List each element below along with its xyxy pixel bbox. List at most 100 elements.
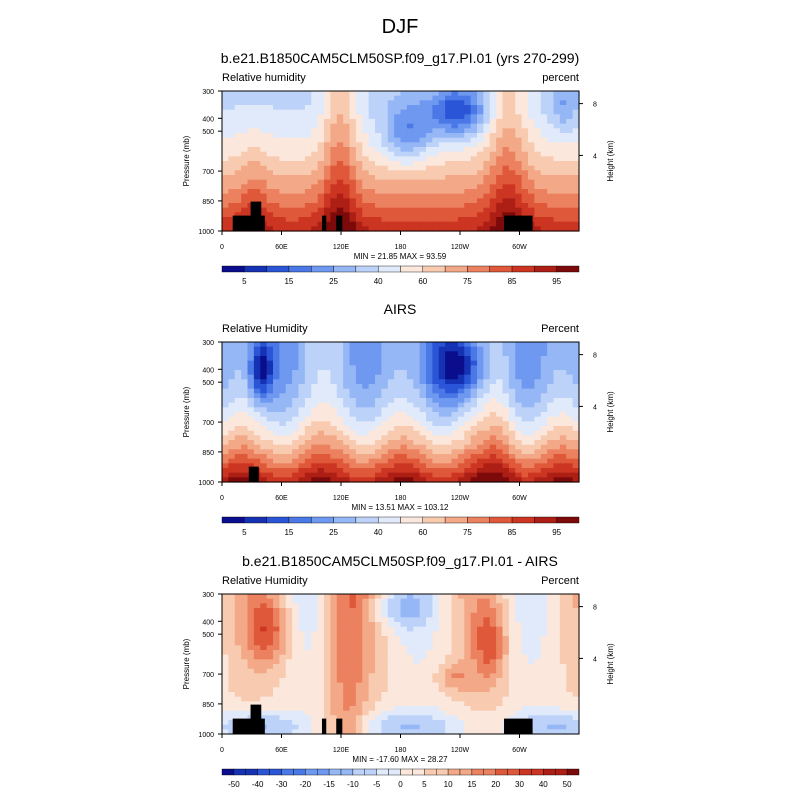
field-cell: [222, 426, 229, 431]
field-cell: [407, 105, 414, 110]
field-cell: [330, 673, 337, 678]
field-cell: [254, 426, 261, 431]
field-cell: [286, 449, 293, 454]
field-cell: [337, 594, 344, 599]
field-cell: [477, 152, 484, 157]
field-cell: [241, 398, 248, 403]
field-cell: [241, 473, 248, 478]
field-cell: [515, 650, 522, 655]
field-cell: [375, 706, 382, 711]
field-cell: [477, 617, 484, 622]
field-cell: [534, 473, 541, 478]
field-cell: [432, 669, 439, 674]
field-cell: [490, 445, 497, 450]
field-cell: [509, 697, 516, 702]
field-cell: [343, 175, 350, 180]
field-cell: [318, 655, 325, 660]
field-cell: [445, 603, 452, 608]
field-cell: [311, 459, 318, 464]
field-cell: [401, 347, 408, 352]
field-cell: [235, 407, 242, 412]
field-cell: [369, 445, 376, 450]
field-cell: [394, 468, 401, 473]
field-cell: [337, 100, 344, 105]
field-cell: [286, 347, 293, 352]
field-cell: [254, 393, 261, 398]
field-cell: [286, 166, 293, 171]
field-cell: [241, 370, 248, 375]
field-cell: [471, 435, 478, 440]
field-cell: [356, 370, 363, 375]
field-cell: [292, 161, 299, 166]
field-cell: [324, 379, 331, 384]
field-cell: [503, 687, 510, 692]
field-cell: [432, 138, 439, 143]
field-cell: [439, 156, 446, 161]
field-cell: [279, 468, 286, 473]
field-cell: [330, 631, 337, 636]
field-cell: [439, 594, 446, 599]
field-cell: [426, 365, 433, 370]
field-cell: [439, 166, 446, 171]
field-cell: [279, 715, 286, 720]
field-cell: [222, 454, 229, 459]
field-cell: [381, 384, 388, 389]
field-cell: [432, 454, 439, 459]
field-cell: [547, 417, 554, 422]
field-cell: [381, 156, 388, 161]
field-cell: [522, 384, 529, 389]
field-cell: [279, 166, 286, 171]
field-cell: [260, 175, 267, 180]
field-cell: [401, 669, 408, 674]
field-cell: [464, 110, 471, 115]
field-cell: [235, 91, 242, 96]
field-cell: [534, 421, 541, 426]
field-cell: [458, 613, 465, 618]
field-cell: [279, 222, 286, 227]
field-cell: [394, 156, 401, 161]
field-cell: [439, 208, 446, 213]
field-cell: [394, 599, 401, 604]
field-cell: [407, 407, 414, 412]
field-cell: [369, 706, 376, 711]
field-cell: [241, 114, 248, 119]
field-cell: [381, 715, 388, 720]
field-cell: [235, 189, 242, 194]
field-cell: [350, 426, 357, 431]
field-cell: [254, 114, 261, 119]
field-cell: [311, 701, 318, 706]
field-cell: [566, 119, 573, 124]
field-cell: [560, 203, 567, 208]
field-cell: [241, 166, 248, 171]
field-cell: [267, 389, 274, 394]
field-cell: [375, 412, 382, 417]
field-cell: [464, 711, 471, 716]
field-cell: [432, 91, 439, 96]
field-cell: [260, 166, 267, 171]
field-cell: [292, 384, 299, 389]
field-cell: [401, 166, 408, 171]
field-cell: [299, 608, 306, 613]
field-cell: [305, 449, 312, 454]
field-cell: [248, 356, 255, 361]
field-cell: [528, 166, 535, 171]
field-cell: [528, 180, 535, 185]
field-cell: [330, 398, 337, 403]
field-cell: [235, 613, 242, 618]
field-cell: [305, 194, 312, 199]
field-cell: [458, 175, 465, 180]
field-cell: [490, 636, 497, 641]
field-cell: [267, 655, 274, 660]
y-tick-label: 700: [202, 169, 214, 176]
field-cell: [330, 473, 337, 478]
field-cell: [515, 463, 522, 468]
field-cell: [330, 347, 337, 352]
field-cell: [464, 217, 471, 222]
field-cell: [235, 636, 242, 641]
field-cell: [452, 608, 459, 613]
field-cell: [318, 468, 325, 473]
field-cell: [401, 212, 408, 217]
field-cell: [471, 687, 478, 692]
field-cell: [222, 473, 229, 478]
field-cell: [515, 180, 522, 185]
